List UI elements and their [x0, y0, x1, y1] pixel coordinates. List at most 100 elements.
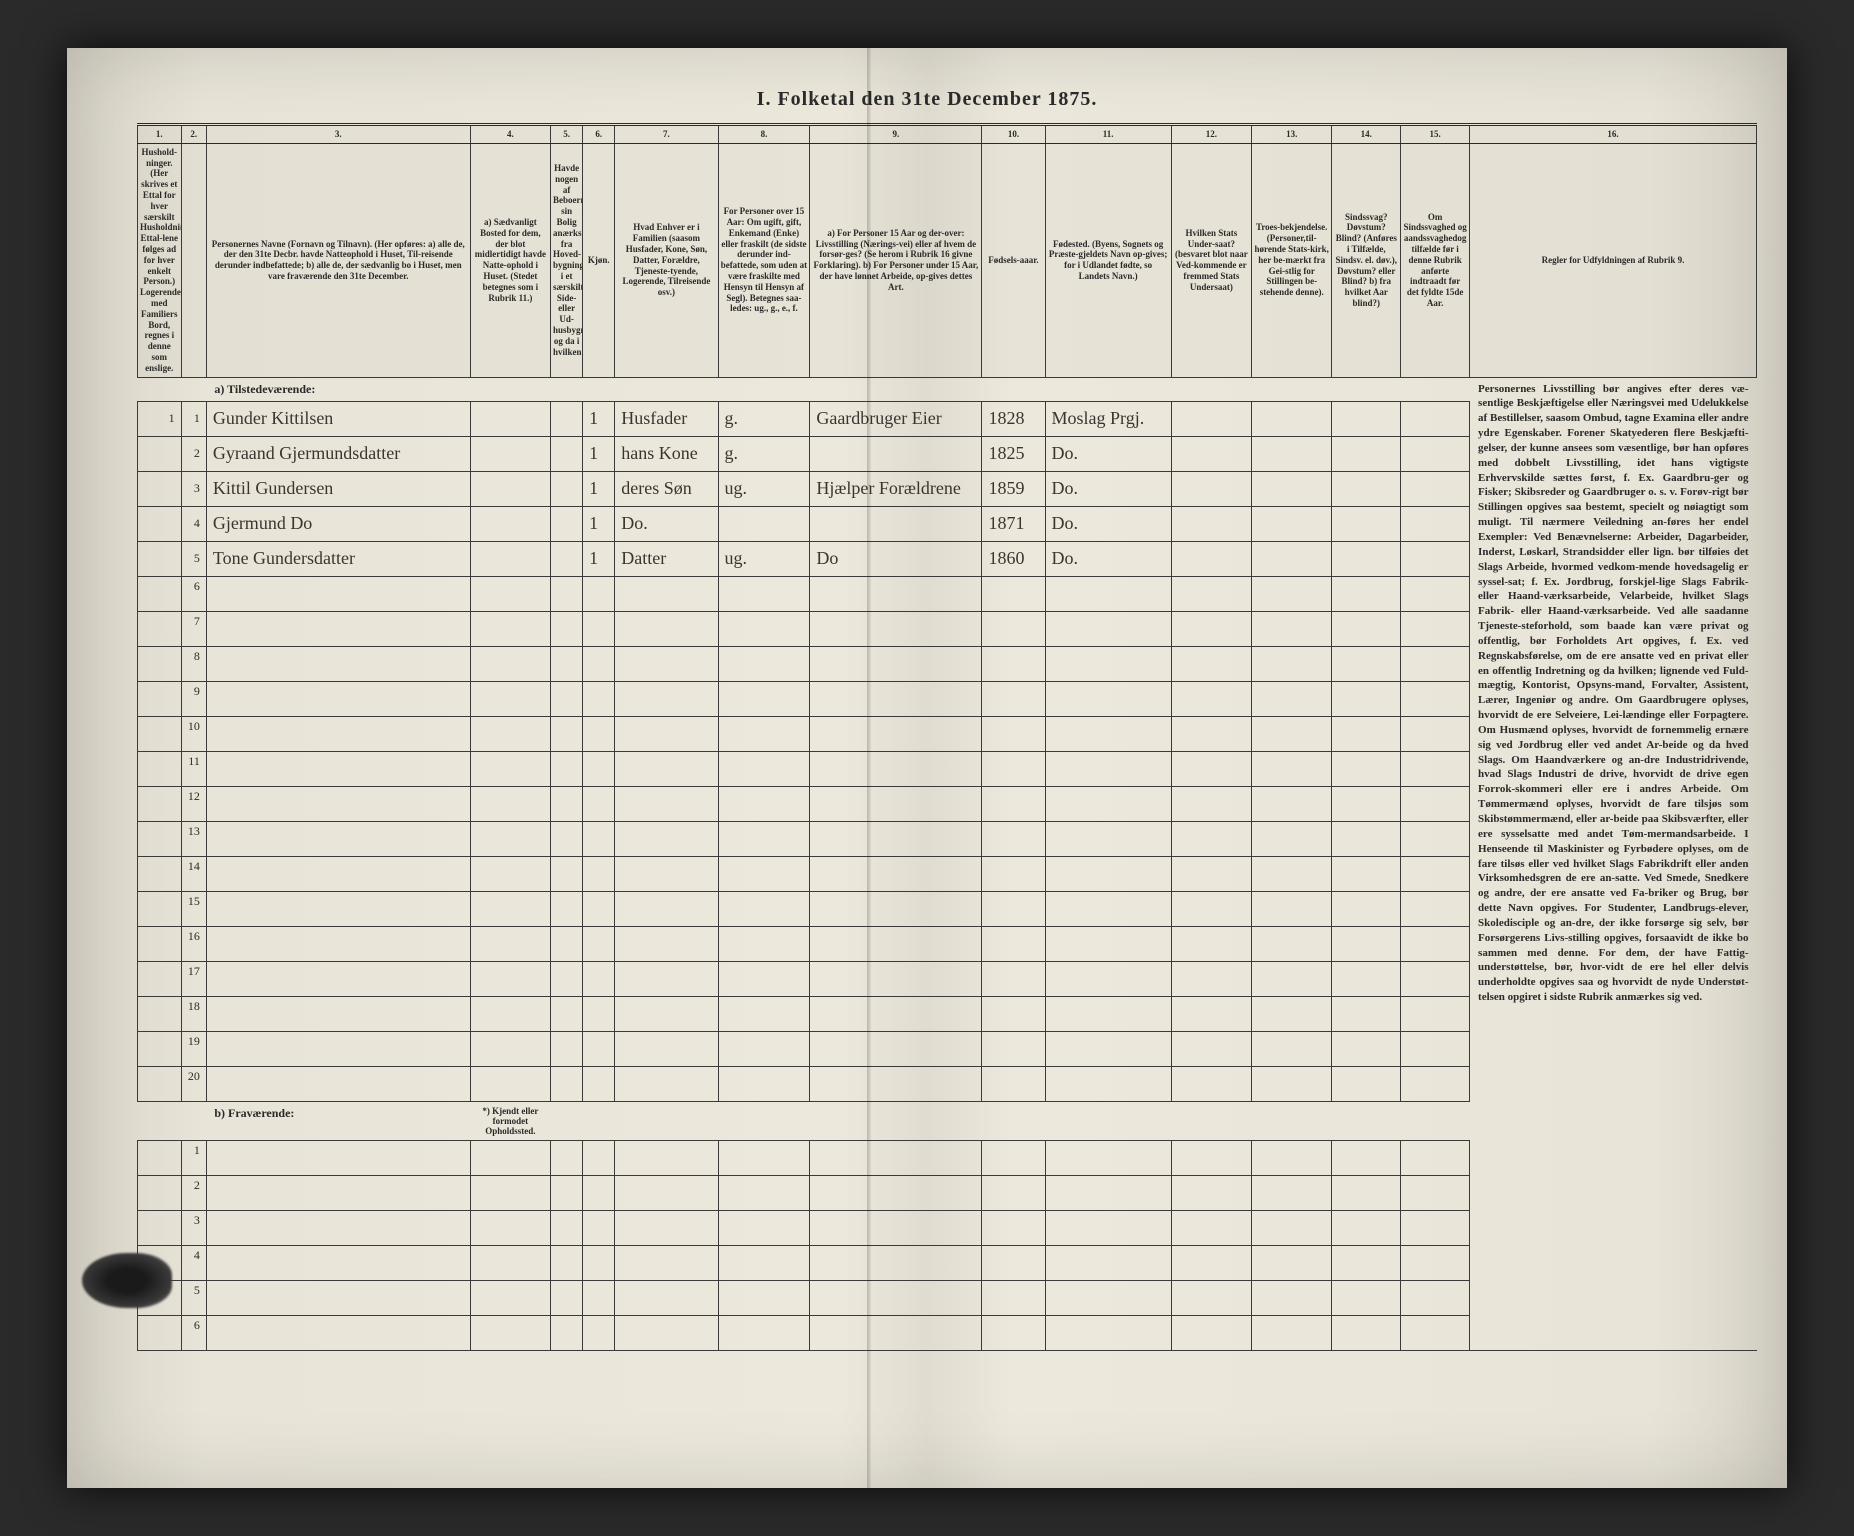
cell	[982, 1140, 1045, 1175]
cell: g.	[718, 401, 810, 436]
cell	[615, 1031, 718, 1066]
cell	[810, 576, 982, 611]
cell	[470, 1175, 550, 1210]
cell	[1171, 377, 1251, 401]
col-header: Hvad Enhver er i Familien (saasom Husfad…	[615, 143, 718, 377]
cell	[1171, 471, 1251, 506]
cell	[615, 1245, 718, 1280]
cell: 16	[181, 926, 206, 961]
cell	[982, 1315, 1045, 1350]
cell	[718, 926, 810, 961]
cell: 17	[181, 961, 206, 996]
cell	[583, 1066, 615, 1101]
cell	[138, 506, 182, 541]
cell	[982, 856, 1045, 891]
cell	[1332, 1066, 1401, 1101]
cell	[1401, 1315, 1470, 1350]
page-title: I. Folketal den 31te December 1875.	[97, 88, 1757, 111]
cell	[1045, 891, 1171, 926]
cell	[583, 891, 615, 926]
cell	[1045, 681, 1171, 716]
cell	[583, 716, 615, 751]
cell	[1332, 506, 1401, 541]
cell	[1252, 1101, 1332, 1140]
cell	[1045, 1175, 1171, 1210]
cell	[1252, 1175, 1332, 1210]
cell	[1252, 646, 1332, 681]
cell	[551, 1210, 583, 1245]
cell	[551, 786, 583, 821]
cell: Do.	[1045, 436, 1171, 471]
cell	[1332, 646, 1401, 681]
cell	[583, 1140, 615, 1175]
cell	[615, 751, 718, 786]
cell	[1171, 716, 1251, 751]
cell	[583, 611, 615, 646]
cell	[206, 821, 470, 856]
cell	[1171, 751, 1251, 786]
cell	[810, 646, 982, 681]
cell	[718, 646, 810, 681]
cell	[1332, 471, 1401, 506]
cell	[138, 611, 182, 646]
cell	[718, 1031, 810, 1066]
cell	[1171, 1280, 1251, 1315]
cell	[551, 436, 583, 471]
cell: *) Kjendt eller formodet Opholdssted.	[470, 1101, 550, 1140]
cell	[1332, 961, 1401, 996]
cell	[718, 1066, 810, 1101]
cell	[583, 1315, 615, 1350]
cell: 12	[181, 786, 206, 821]
cell	[615, 1210, 718, 1245]
col-number: 2.	[181, 125, 206, 144]
cell	[982, 1245, 1045, 1280]
cell	[1045, 1140, 1171, 1175]
cell	[1171, 786, 1251, 821]
cell	[1332, 576, 1401, 611]
cell	[1332, 611, 1401, 646]
cell	[1252, 401, 1332, 436]
cell	[718, 716, 810, 751]
cell	[551, 821, 583, 856]
col-header: Hushold-ninger. (Her skrives et Ettal fo…	[138, 143, 182, 377]
cell	[982, 786, 1045, 821]
cell	[615, 856, 718, 891]
cell	[206, 786, 470, 821]
cell	[1252, 1066, 1332, 1101]
cell	[1332, 891, 1401, 926]
cell	[470, 1280, 550, 1315]
cell	[206, 716, 470, 751]
col-number: 7.	[615, 125, 718, 144]
cell: 2	[181, 436, 206, 471]
cell: Do.	[615, 506, 718, 541]
cell: 14	[181, 856, 206, 891]
cell: 5	[181, 1280, 206, 1315]
cell	[206, 1280, 470, 1315]
cell	[206, 1245, 470, 1280]
cell: 1	[583, 471, 615, 506]
cell	[615, 576, 718, 611]
cell	[1332, 1315, 1401, 1350]
col-header: Troes-bekjendelse. (Personer,til-hørende…	[1252, 143, 1332, 377]
cell	[206, 1066, 470, 1101]
cell	[470, 576, 550, 611]
cell	[138, 1140, 182, 1175]
col-header: Regler for Udfyldningen af Rubrik 9.	[1470, 143, 1757, 377]
cell	[138, 996, 182, 1031]
cell	[982, 1210, 1045, 1245]
cell	[206, 576, 470, 611]
col-header: For Personer over 15 Aar: Om ugift, gift…	[718, 143, 810, 377]
cell	[470, 856, 550, 891]
cell	[470, 1066, 550, 1101]
cell	[1171, 646, 1251, 681]
cell	[1171, 1245, 1251, 1280]
col-number: 16.	[1470, 125, 1757, 144]
cell	[206, 1315, 470, 1350]
cell	[810, 681, 982, 716]
cell	[718, 821, 810, 856]
cell	[718, 611, 810, 646]
cell	[1252, 1140, 1332, 1175]
cell	[583, 377, 615, 401]
cell	[1171, 1210, 1251, 1245]
cell	[810, 1315, 982, 1350]
